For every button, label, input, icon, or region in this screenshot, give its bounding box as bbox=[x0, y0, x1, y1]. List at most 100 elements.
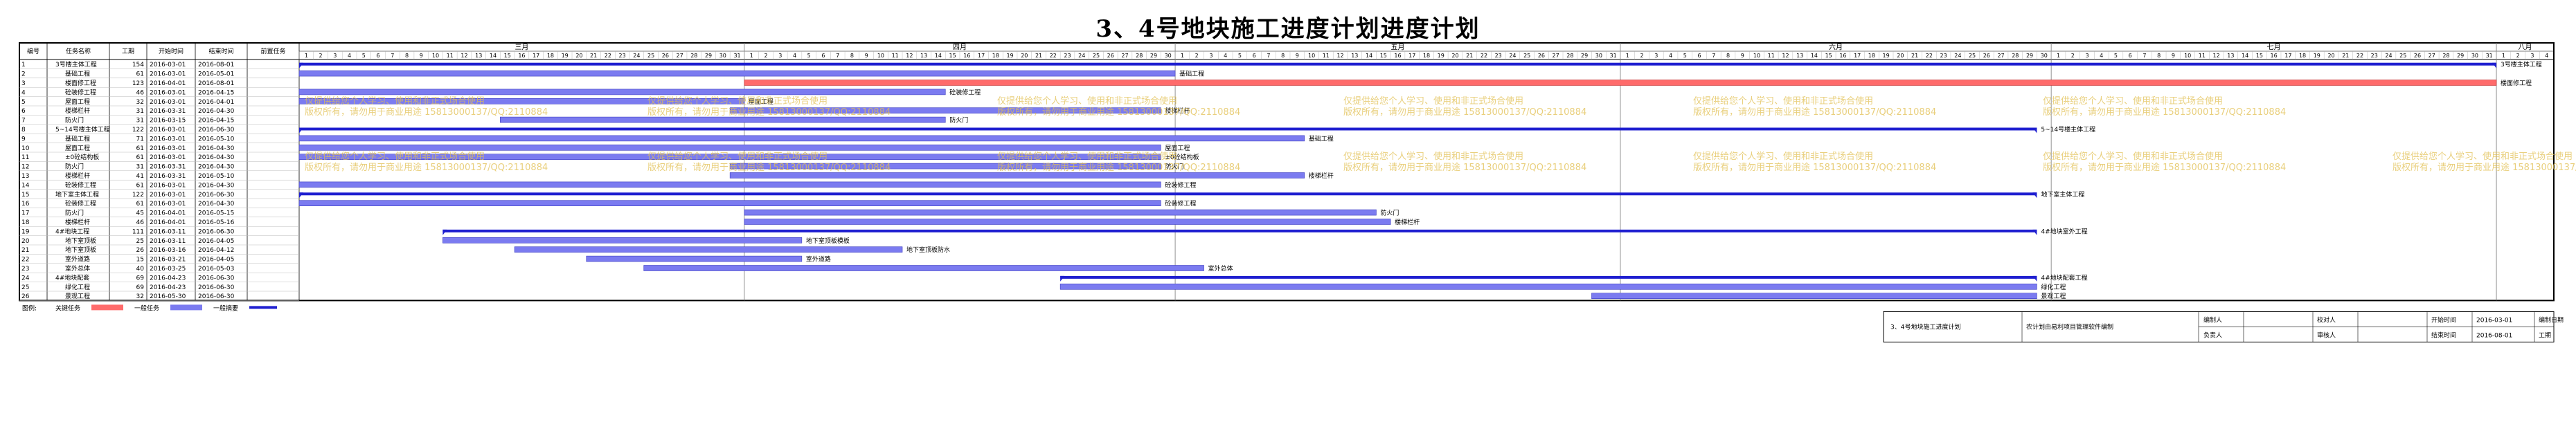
day-tick-label: 17 bbox=[978, 53, 985, 59]
day-tick-label: 20 bbox=[1897, 53, 1904, 59]
day-tick-label: 17 bbox=[1408, 53, 1415, 59]
day-tick-label: 18 bbox=[1423, 53, 1430, 59]
day-tick-label: 14 bbox=[2242, 53, 2248, 59]
watermark-text: 仅提供给您个人学习、使用和非正式场合使用 bbox=[2392, 151, 2573, 162]
day-tick-label: 23 bbox=[1064, 53, 1071, 59]
task-bar-label: 绿化工程 bbox=[2041, 283, 2066, 291]
day-tick-label: 19 bbox=[1438, 53, 1444, 59]
task-cell-end: 2016-04-15 bbox=[198, 89, 234, 96]
task-cell-name: 室外总体 bbox=[65, 264, 90, 273]
day-tick-label: 16 bbox=[518, 53, 525, 59]
task-cell-end: 2016-04-30 bbox=[198, 164, 235, 171]
watermark-text: 版权所有，请勿用于商业用途 15813000137/QQ:2110884 bbox=[2392, 162, 2576, 173]
day-tick-label: 19 bbox=[1006, 53, 1013, 59]
day-tick-label: 22 bbox=[2356, 53, 2363, 59]
task-bar bbox=[729, 172, 1305, 178]
task-cell-duration: 61 bbox=[136, 145, 144, 152]
task-cell-start: 2016-03-01 bbox=[150, 127, 186, 134]
day-tick-label: 13 bbox=[1351, 53, 1358, 59]
day-tick-label: 7 bbox=[2143, 53, 2146, 59]
task-cell-name: 4#地块工程 bbox=[55, 227, 89, 235]
task-cell-id: 16 bbox=[21, 201, 30, 208]
day-tick-label: 2 bbox=[1195, 53, 1199, 59]
footer-duration-label: 工期 bbox=[2539, 331, 2551, 339]
task-bar bbox=[1591, 293, 2037, 300]
day-tick-label: 21 bbox=[1035, 53, 1042, 59]
task-bar-label: 防火门 bbox=[1165, 163, 1183, 171]
day-tick-label: 10 bbox=[1753, 53, 1760, 59]
day-tick-label: 29 bbox=[2457, 53, 2464, 59]
month-label: 三月 bbox=[515, 44, 528, 52]
day-tick-label: 4 bbox=[2100, 53, 2103, 59]
day-tick-label: 12 bbox=[1336, 53, 1343, 59]
legend-normal-swatch bbox=[170, 304, 202, 311]
month-label: 五月 bbox=[1391, 44, 1405, 52]
day-tick-label: 21 bbox=[1911, 53, 1918, 59]
task-cell-id: 9 bbox=[21, 136, 26, 143]
footer-start-value: 2016-03-01 bbox=[2476, 317, 2512, 324]
task-cell-end: 2016-08-01 bbox=[198, 62, 234, 68]
task-bar-label: 楼梯栏杆 bbox=[1309, 172, 1334, 180]
day-tick-label: 2 bbox=[319, 53, 323, 59]
task-cell-end: 2016-05-10 bbox=[198, 173, 235, 180]
day-tick-label: 6 bbox=[1697, 53, 1701, 59]
task-bar-label: 楼梯栏杆 bbox=[1395, 218, 1420, 226]
month-label: 八月 bbox=[2519, 44, 2532, 52]
day-tick-label: 16 bbox=[1839, 53, 1846, 59]
watermark-text: 仅提供给您个人学习、使用和非正式场合使用 bbox=[305, 95, 485, 107]
summary-bar-start-cap bbox=[299, 192, 303, 199]
task-cell-id: 14 bbox=[21, 182, 30, 189]
day-tick-label: 10 bbox=[1308, 53, 1315, 59]
day-tick-label: 24 bbox=[1954, 53, 1961, 59]
legend-summary-label: 一般摘要 bbox=[213, 304, 238, 312]
task-cell-duration: 122 bbox=[132, 127, 144, 134]
task-bar-label: 室外总体 bbox=[1208, 264, 1233, 273]
watermark-text: 仅提供给您个人学习、使用和非正式场合使用 bbox=[647, 151, 828, 162]
task-cell-end: 2016-04-30 bbox=[198, 145, 235, 152]
table-frame bbox=[19, 42, 2555, 302]
day-tick-label: 2 bbox=[764, 53, 767, 59]
task-bar bbox=[298, 154, 1161, 160]
legend-critical-swatch bbox=[91, 304, 123, 311]
summary-bar bbox=[442, 229, 2037, 232]
task-bar bbox=[500, 116, 946, 123]
task-cell-end: 2016-08-01 bbox=[198, 80, 234, 87]
day-tick-label: 7 bbox=[391, 53, 394, 59]
day-tick-label: 5 bbox=[1238, 53, 1242, 59]
task-cell-start: 2016-03-11 bbox=[150, 228, 186, 235]
summary-bar-end-cap bbox=[2492, 62, 2497, 68]
task-bar bbox=[298, 70, 1176, 77]
day-tick-label: 1 bbox=[2057, 53, 2060, 59]
day-tick-label: 31 bbox=[1610, 53, 1617, 59]
column-header-start: 开始时间 bbox=[159, 47, 184, 55]
day-tick-label: 4 bbox=[2545, 53, 2548, 59]
day-tick-label: 6 bbox=[1253, 53, 1256, 59]
task-cell-start: 2016-03-01 bbox=[150, 62, 186, 68]
task-cell-start: 2016-03-01 bbox=[150, 136, 186, 143]
task-cell-name: 室外道路 bbox=[65, 255, 90, 264]
day-tick-label: 1 bbox=[2502, 53, 2505, 59]
task-cell-duration: 46 bbox=[136, 219, 145, 226]
day-tick-label: 15 bbox=[1825, 53, 1832, 59]
task-cell-end: 2016-06-30 bbox=[198, 293, 235, 300]
column-header-pred: 前置任务 bbox=[260, 47, 285, 55]
task-cell-name: 3号楼主体工程 bbox=[55, 60, 97, 68]
watermark-text: 版权所有，请勿用于商业用途 15813000137/QQ:2110884 bbox=[1343, 107, 1586, 118]
task-cell-duration: 61 bbox=[136, 71, 144, 78]
task-cell-id: 22 bbox=[21, 257, 29, 264]
day-tick-label: 28 bbox=[2442, 53, 2449, 59]
footer-org: 农计划由易利项目管理软件编制 bbox=[2026, 322, 2113, 331]
day-tick-label: 11 bbox=[2199, 53, 2206, 59]
summary-bar-start-cap bbox=[1060, 275, 1065, 282]
task-cell-start: 2016-03-25 bbox=[150, 266, 186, 273]
watermark-text: 仅提供给您个人学习、使用和非正式场合使用 bbox=[1693, 95, 1873, 107]
task-bar-label: 楼梯栏杆 bbox=[1165, 107, 1190, 115]
summary-bar-end-cap bbox=[2032, 192, 2037, 199]
task-cell-name: ±0砼结构板 bbox=[65, 153, 99, 161]
task-cell-duration: 123 bbox=[132, 80, 144, 87]
legend-summary-swatch bbox=[249, 306, 277, 309]
task-cell-start: 2016-03-11 bbox=[150, 238, 186, 245]
footer-end-label: 结束时间 bbox=[2431, 331, 2456, 339]
critical-task-bar bbox=[744, 80, 2497, 86]
